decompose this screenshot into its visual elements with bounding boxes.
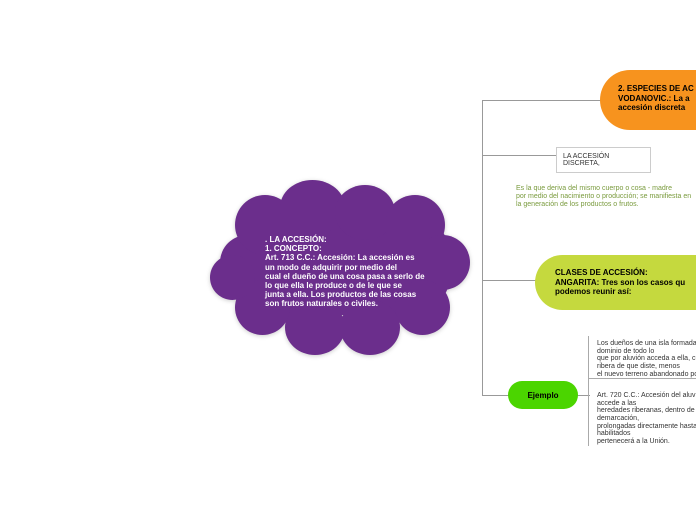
- t1-line: el nuevo terreno abandonado po: [597, 371, 696, 379]
- main-line: Art. 713 C.C.: Accesión: La accesión es: [265, 253, 450, 262]
- clases-accession-box: CLASES DE ACCESIÓN: ANGARITA: Tres son l…: [535, 255, 696, 310]
- t1-line: Los dueños de una isla formada: [597, 340, 696, 348]
- connector-vertical-main: [482, 100, 483, 270]
- main-line: . LA ACCESIÓN:: [265, 235, 450, 244]
- t2-line: demarcación,: [597, 415, 696, 423]
- t2-line: habilitados: [597, 430, 696, 438]
- main-line: lo que ella le produce o de le que se: [265, 281, 450, 290]
- desc-line: Es la que deriva del mismo cuerpo o cosa…: [516, 185, 696, 193]
- yg-line: podemos reunir así:: [555, 287, 696, 297]
- connector-to-yellowgreen: [482, 280, 540, 281]
- t1-line: ribera de que diste, menos: [597, 363, 696, 371]
- orange-line: accesión discreta: [618, 103, 696, 113]
- t2-line: prolongadas directamente hasta: [597, 423, 696, 431]
- whitebox-text: LA ACCESIÓN DISCRETA,: [563, 153, 609, 167]
- example-text-2: Art. 720 C.C.: Accesión del aluv accede …: [597, 392, 696, 446]
- orange-species-box: 2. ESPECIES DE AC VODANOVIC.: La a acces…: [600, 70, 696, 130]
- orange-line: VODANOVIC.: La a: [618, 94, 696, 104]
- t2-line: accede a las: [597, 400, 696, 408]
- orange-line: 2. ESPECIES DE AC: [618, 84, 696, 94]
- main-line: junta a ella. Los productos de las cosas: [265, 290, 450, 299]
- main-line: cual el dueño de una cosa pasa a serlo d…: [265, 272, 450, 281]
- yg-line: CLASES DE ACCESIÓN:: [555, 268, 696, 278]
- desc-line: por medio del nacimiento o producción; s…: [516, 193, 696, 201]
- main-line: un modo de adquirir por medio del: [265, 263, 450, 272]
- connector-to-orange: [482, 100, 602, 101]
- ejemplo-text: Ejemplo: [527, 391, 558, 400]
- t2-line: pertenecerá a la Unión.: [597, 438, 696, 446]
- t2-line: Art. 720 C.C.: Accesión del aluv: [597, 392, 696, 400]
- yg-line: ANGARITA: Tres son los casos qu: [555, 278, 696, 288]
- main-line: 1. CONCEPTO:: [265, 244, 450, 253]
- main-line: son frutos naturales o civiles.: [265, 299, 450, 308]
- bracket-vertical: [588, 336, 589, 446]
- description-text: Es la que deriva del mismo cuerpo o cosa…: [516, 185, 696, 209]
- ejemplo-pill: Ejemplo: [508, 381, 578, 409]
- connector-to-whitebox: [482, 155, 556, 156]
- connector-vertical-lower: [482, 270, 483, 395]
- example-text-1: Los dueños de una isla formada dominio d…: [597, 340, 696, 378]
- main-concept-text: . LA ACCESIÓN: 1. CONCEPTO: Art. 713 C.C…: [265, 235, 450, 309]
- accession-discreta-box: LA ACCESIÓN DISCRETA,: [556, 147, 651, 173]
- t1-line: dominio de todo lo: [597, 348, 696, 356]
- t1-line: que por aluvión acceda a ella, cu: [597, 355, 696, 363]
- connector-to-ejemplo: [482, 395, 510, 396]
- t2-line: heredades riberanas, dentro de: [597, 407, 696, 415]
- desc-line: la generación de los productos o frutos.: [516, 201, 696, 209]
